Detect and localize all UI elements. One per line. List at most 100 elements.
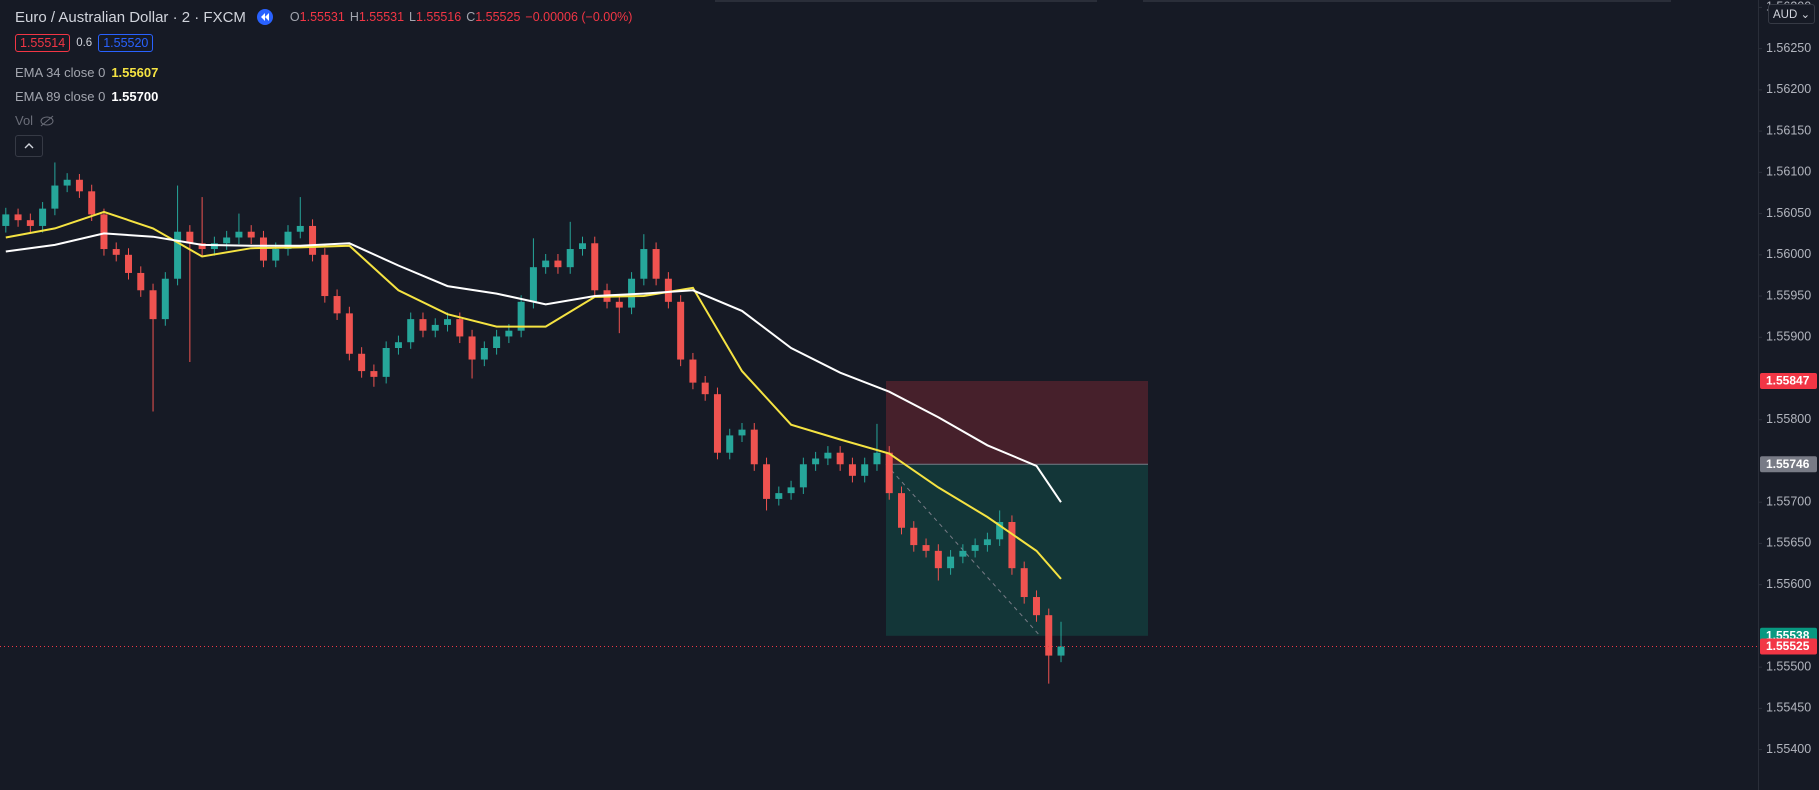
y-tick-label: 1.56200 — [1766, 82, 1811, 96]
candle-body — [591, 243, 599, 291]
candle-body — [1020, 568, 1028, 598]
candle-body — [812, 458, 820, 465]
candle-body — [394, 342, 402, 348]
candle-body — [529, 267, 537, 302]
candle-body — [112, 249, 120, 255]
price-label: 1.55746 — [1766, 457, 1810, 471]
candle-body — [125, 254, 132, 273]
y-tick-label: 1.56250 — [1766, 41, 1811, 55]
symbol-title[interactable]: Euro / Australian Dollar · 2 · FXCM — [15, 8, 246, 26]
candle-body — [640, 249, 648, 279]
candle-body — [370, 371, 378, 377]
spread: 0.6 — [76, 37, 93, 49]
candle-body — [39, 208, 47, 226]
candle-body — [444, 319, 452, 325]
ohlc-label: L — [409, 10, 416, 24]
candle-body — [1045, 615, 1053, 656]
candle-body — [468, 336, 476, 360]
legend-row: EMA 34 close 0 1.55607 — [15, 65, 158, 80]
price-axis — [1758, 0, 1819, 790]
candle-body — [885, 452, 893, 494]
chevron-icon — [24, 143, 34, 149]
volume-row: Vol — [15, 113, 55, 128]
candle-body — [628, 278, 636, 308]
candle-body — [689, 359, 697, 383]
candle-body — [75, 179, 83, 192]
bid-ask-row: 1.55514 0.6 1.55520 — [15, 34, 154, 52]
collapse-button[interactable] — [15, 135, 43, 157]
ohlc-label: C — [466, 10, 476, 24]
candle-body — [787, 487, 795, 494]
candle-body — [922, 545, 930, 551]
y-tick-label: 1.55900 — [1766, 330, 1811, 344]
candle-body — [824, 452, 832, 459]
candle-body — [726, 435, 734, 453]
price-label: 1.55847 — [1766, 374, 1810, 388]
candle-body — [910, 527, 918, 546]
candle-body — [149, 290, 157, 320]
candle-body — [259, 237, 267, 261]
candle-body — [934, 550, 942, 569]
ema-line — [5, 210, 1062, 580]
candle-body — [848, 464, 856, 476]
candle-body — [873, 452, 881, 465]
ohlc-label: H — [349, 10, 359, 24]
candle-body — [137, 272, 145, 291]
replay-icon[interactable] — [256, 8, 274, 26]
legend-name[interactable]: EMA 89 close 0 — [15, 89, 106, 104]
hidden-icon[interactable] — [39, 115, 55, 127]
header-row: Euro / Australian Dollar · 2 · FXCM O1.5… — [15, 8, 632, 26]
candle-body — [358, 353, 366, 372]
candle-body — [456, 319, 464, 337]
candle-body — [738, 429, 746, 436]
buy-button[interactable]: 1.55520 — [98, 34, 154, 52]
candle-body — [198, 243, 206, 250]
candle-body — [505, 330, 513, 337]
candle-body — [345, 313, 353, 354]
candle-body — [210, 243, 218, 250]
price-label-bg — [1760, 372, 1817, 389]
currency-button[interactable]: AUD ⌄ — [1768, 4, 1816, 24]
candle-body — [407, 319, 415, 343]
candle-body — [247, 231, 255, 238]
volume-label[interactable]: Vol — [15, 113, 34, 128]
candle-body — [1008, 521, 1016, 569]
y-tick-label: 1.55800 — [1766, 412, 1811, 426]
candle-body — [996, 521, 1004, 540]
y-tick-label: 1.55600 — [1766, 577, 1811, 591]
stop-zone — [886, 380, 1148, 465]
ema-line — [5, 232, 1062, 503]
price-label-bg — [1760, 638, 1817, 655]
ohlc-value: 1.55531 — [358, 10, 405, 24]
y-tick-label: 1.56100 — [1766, 165, 1811, 179]
ohlc-value: 1.55531 — [299, 10, 345, 24]
candle-body — [763, 464, 771, 499]
candle-body — [235, 231, 243, 238]
candle-body — [652, 249, 660, 279]
candle-body — [971, 545, 979, 551]
candle-body — [836, 452, 844, 465]
price-label: 1.55525 — [1766, 639, 1810, 653]
candle-body — [284, 231, 292, 250]
y-tick-label: 1.55700 — [1766, 494, 1811, 508]
legend-row: EMA 89 close 0 1.55700 — [15, 89, 158, 104]
candle-body — [296, 225, 304, 232]
legend-value: 1.55607 — [111, 65, 159, 80]
ohlc-value: 1.55525 — [475, 10, 521, 24]
candle-body — [333, 296, 341, 314]
candle-body — [1057, 646, 1065, 656]
candle-body — [959, 550, 967, 557]
sell-button[interactable]: 1.55514 — [15, 34, 71, 52]
legend-value: 1.55700 — [111, 89, 159, 104]
y-tick-label: 1.55650 — [1766, 536, 1811, 550]
candle-body — [321, 254, 329, 297]
candle-body — [677, 301, 685, 360]
legend-name[interactable]: EMA 34 close 0 — [15, 65, 106, 80]
candle-body — [701, 382, 709, 395]
candle-body — [2, 214, 10, 226]
candle-body — [517, 301, 525, 331]
candle-body — [898, 493, 906, 528]
candle-body — [664, 278, 672, 302]
currency: AUD — [1773, 9, 1798, 21]
